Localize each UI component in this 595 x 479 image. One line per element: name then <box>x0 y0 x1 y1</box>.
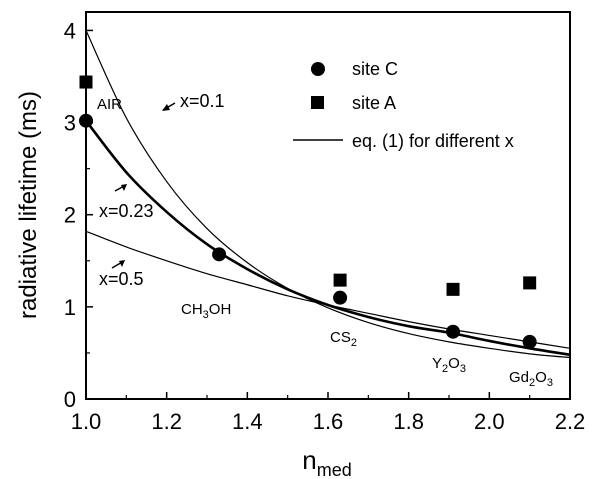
site-c-point <box>446 324 461 339</box>
site-a-point <box>523 276 537 290</box>
annotation-gd2o3-sub1: 2 <box>529 377 535 389</box>
site-a-point <box>446 282 460 296</box>
x-tick-label: 2.2 <box>555 409 586 434</box>
x-tick-label: 1.6 <box>313 409 344 434</box>
data-points <box>79 75 537 349</box>
y-tick-label: 1 <box>64 295 76 320</box>
y-axis-label: radiative lifetime (ms) <box>15 91 42 319</box>
site-a-point <box>79 75 93 89</box>
legend-circle-marker <box>311 62 325 76</box>
site-c-point <box>212 247 227 262</box>
y-ticks: 0 1 2 3 4 <box>64 18 93 412</box>
annotation-x-0-23: x=0.23 <box>99 201 154 221</box>
legend-square-marker <box>311 96 324 109</box>
x-tick-label: 1.0 <box>71 409 102 434</box>
x-tick-label: 2.0 <box>474 409 505 434</box>
arrow-x-0-23-head <box>121 184 127 191</box>
arrow-x-0-1-head <box>162 104 170 111</box>
annotation-x-0-1: x=0.1 <box>180 91 225 111</box>
annotation-methanol-sub: 3 <box>203 309 209 321</box>
y-tick-label: 2 <box>64 203 76 228</box>
legend-label-site-a: site A <box>352 93 396 113</box>
x-tick-label: 1.8 <box>393 409 424 434</box>
site-c-point <box>333 290 348 305</box>
annotation-gd2o3: Gd2O3 <box>509 369 553 389</box>
arrow-x-0-5-head <box>119 260 125 267</box>
legend-label-eq1: eq. (1) for different x <box>352 131 514 151</box>
site-c-point <box>79 113 93 128</box>
y-tick-label: 4 <box>64 18 76 43</box>
annotation-gd2o3-sub2: 3 <box>547 377 553 389</box>
annotation-y2o3-a: Y <box>432 355 442 372</box>
site-a-point <box>333 273 347 287</box>
annotation-gd2o3-b: O <box>535 369 547 386</box>
curve-x-0-23 <box>84 119 571 357</box>
y-tick-label: 3 <box>64 111 76 136</box>
x-tick-label: 1.4 <box>232 409 263 434</box>
annotation-methanol: CH3OH <box>181 301 231 321</box>
annotation-x-0-5: x=0.5 <box>99 269 144 289</box>
x-axis-label: nmed <box>302 445 351 479</box>
x-axis-label-sub: med <box>317 460 352 479</box>
annotation-gd2o3-a: Gd <box>509 369 529 386</box>
annotation-cs2-main: CS <box>330 329 351 346</box>
annotation-methanol-tail: OH <box>209 301 232 318</box>
x-tick-label: 1.2 <box>151 409 182 434</box>
legend: site C site A eq. (1) for different x <box>293 59 514 151</box>
site-c-point <box>522 334 537 349</box>
annotation-cs2-sub: 2 <box>351 337 357 349</box>
annotation-y2o3: Y2O3 <box>432 355 466 375</box>
curve-x-0-1 <box>85 30 571 359</box>
model-curves <box>84 30 571 359</box>
y-tick-label: 0 <box>64 387 76 412</box>
annotations: AIR x=0.1 x=0.23 x=0.5 CH3OH CS2 Y2O3 Gd… <box>97 91 553 389</box>
x-ticks: 1.0 1.2 1.4 1.6 1.8 2.0 2.2 <box>71 392 586 434</box>
annotation-y2o3-sub1: 2 <box>442 363 448 375</box>
annotation-cs2: CS2 <box>330 329 357 349</box>
annotation-methanol-main: CH <box>181 301 203 318</box>
legend-label-site-c: site C <box>352 59 398 79</box>
annotation-y2o3-sub2: 3 <box>460 363 466 375</box>
curve-x-0-5 <box>85 230 571 349</box>
annotation-air: AIR <box>97 96 122 113</box>
annotation-y2o3-b: O <box>448 355 460 372</box>
x-axis-label-main: n <box>302 445 316 475</box>
